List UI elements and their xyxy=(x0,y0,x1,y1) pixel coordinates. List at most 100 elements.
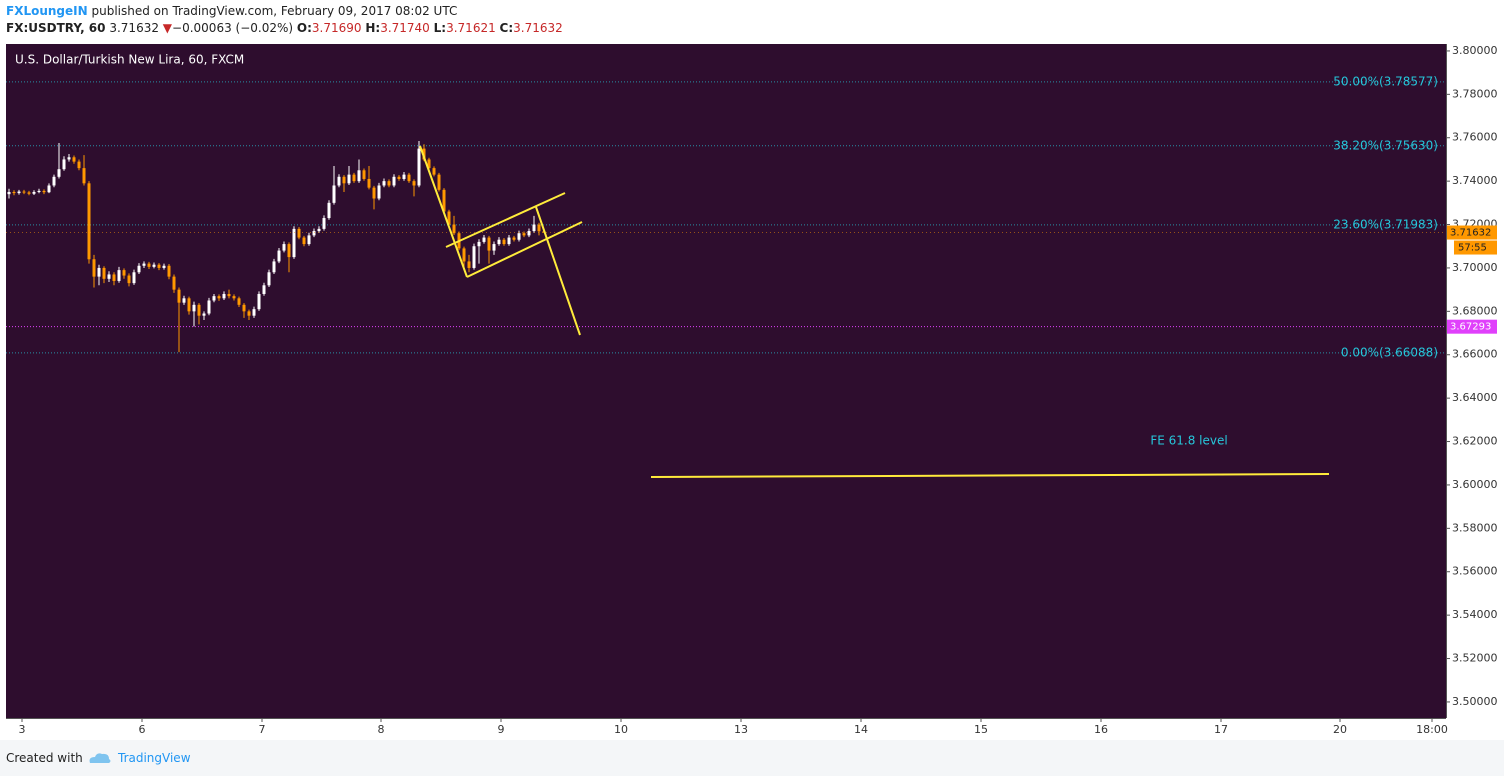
candle-body xyxy=(397,176,401,179)
candle-body xyxy=(182,298,186,303)
y-tick-label: 3.54000 xyxy=(1452,608,1498,621)
candle-body xyxy=(447,211,451,225)
logo xyxy=(89,753,111,763)
candle-body xyxy=(312,231,316,236)
ohlc-value: 3.71632 xyxy=(513,21,563,35)
brand[interactable]: TradingView xyxy=(118,751,191,765)
header: FXLoungeIN published on TradingView.com,… xyxy=(0,0,1504,44)
candle-body xyxy=(287,244,291,258)
candle-body xyxy=(242,304,246,312)
y-tick-label: 3.60000 xyxy=(1452,478,1498,491)
candle-body xyxy=(532,224,536,232)
candle-body xyxy=(422,148,426,160)
candle-body xyxy=(477,241,481,247)
candle-body xyxy=(67,157,71,160)
candle-body xyxy=(362,170,366,179)
candle-body xyxy=(137,265,141,273)
ohlc-value: 3.71621 xyxy=(446,21,496,35)
candle-body xyxy=(117,270,121,281)
ohlc-value: 3.71740 xyxy=(380,21,430,35)
logo-cloud xyxy=(89,753,111,763)
candle-body xyxy=(352,174,356,182)
change: −0.00063 (−0.02%) xyxy=(172,21,294,35)
chart: U.S. Dollar/Turkish New Lira, 60, FXCM F… xyxy=(6,44,1498,736)
candle-body xyxy=(212,296,216,301)
candle-body xyxy=(522,233,526,236)
y-tick-label: 3.66000 xyxy=(1452,348,1498,361)
x-tick-label: 18:00 xyxy=(1416,723,1448,736)
candle-body xyxy=(372,187,376,199)
candle-body xyxy=(527,231,531,236)
candle-body xyxy=(237,298,241,305)
candle-body xyxy=(417,148,421,186)
symbol-line: FX:USDTRY, 60 3.71632 ▼−0.00063 (−0.02%)… xyxy=(6,21,563,35)
candle-body xyxy=(322,218,326,229)
candle-body xyxy=(367,178,371,188)
candle-body xyxy=(22,191,26,193)
candle-body xyxy=(302,237,306,245)
ohlc-key: O: xyxy=(296,21,312,35)
annotation: FE 61.8 level xyxy=(1150,434,1227,448)
candle-body xyxy=(62,159,66,170)
candle-body xyxy=(537,224,541,232)
candle-body xyxy=(127,275,131,284)
candle-body xyxy=(432,168,436,175)
candle-body xyxy=(147,263,151,267)
candle-body xyxy=(317,228,321,232)
candle-body xyxy=(192,304,196,312)
last-price-label: 3.71632 xyxy=(1450,228,1491,239)
candle-body xyxy=(412,181,416,186)
countdown-box xyxy=(1454,240,1497,255)
candle-body xyxy=(437,174,441,190)
fib-level-label: 38.20%(3.75630) xyxy=(1333,138,1438,152)
x-tick-label: 8 xyxy=(378,723,385,736)
y-tick-label: 3.68000 xyxy=(1452,304,1498,317)
candle-body xyxy=(502,239,506,245)
legend: U.S. Dollar/Turkish New Lira, 60, FXCM xyxy=(15,53,244,67)
created-with: Created with xyxy=(6,751,83,765)
y-tick-label: 3.58000 xyxy=(1452,521,1498,534)
header-line: FXLoungeIN published on TradingView.com,… xyxy=(6,4,457,18)
candle-body xyxy=(497,239,501,245)
candle-body xyxy=(462,248,466,262)
x-tick-label: 10 xyxy=(614,723,628,736)
ohlc-value: 3.71690 xyxy=(311,21,362,35)
candle-body xyxy=(82,168,86,184)
candle-body xyxy=(202,313,206,316)
candle-body xyxy=(387,181,391,186)
candle-body xyxy=(377,185,381,199)
y-tick-label: 3.70000 xyxy=(1452,261,1498,274)
candle-body xyxy=(32,191,36,194)
y-tick-label: 3.62000 xyxy=(1452,435,1498,448)
y-tick-label: 3.64000 xyxy=(1452,391,1498,404)
candle-body xyxy=(427,159,431,169)
trend-line xyxy=(419,145,468,278)
candle-body xyxy=(97,267,101,277)
price-label-box xyxy=(1447,319,1497,334)
ohlc-key: L: xyxy=(433,21,447,35)
candle-body xyxy=(152,264,156,267)
candle-body xyxy=(157,264,161,268)
ohlc-key: H: xyxy=(365,21,381,35)
ohlc-key: C: xyxy=(499,21,514,35)
candle-body xyxy=(217,296,221,299)
candle-body xyxy=(72,157,76,162)
candle-body xyxy=(57,169,61,177)
candle-body xyxy=(332,185,336,203)
candle-body xyxy=(382,181,386,186)
candle-body xyxy=(347,174,351,184)
candle-body xyxy=(517,233,521,240)
publisher[interactable]: FXLoungeIN xyxy=(6,4,88,18)
candle-body xyxy=(37,190,41,192)
y-tick-label: 3.80000 xyxy=(1452,44,1498,57)
y-tick-label: 3.78000 xyxy=(1452,87,1498,100)
candle-body xyxy=(467,261,471,268)
x-tick-label: 14 xyxy=(854,723,868,736)
drawings xyxy=(419,145,1330,478)
candle-body xyxy=(257,293,261,310)
x-tick-label: 9 xyxy=(498,723,505,736)
candle-body xyxy=(392,176,396,186)
candle-body xyxy=(47,185,51,193)
x-tick-label: 6 xyxy=(139,723,146,736)
